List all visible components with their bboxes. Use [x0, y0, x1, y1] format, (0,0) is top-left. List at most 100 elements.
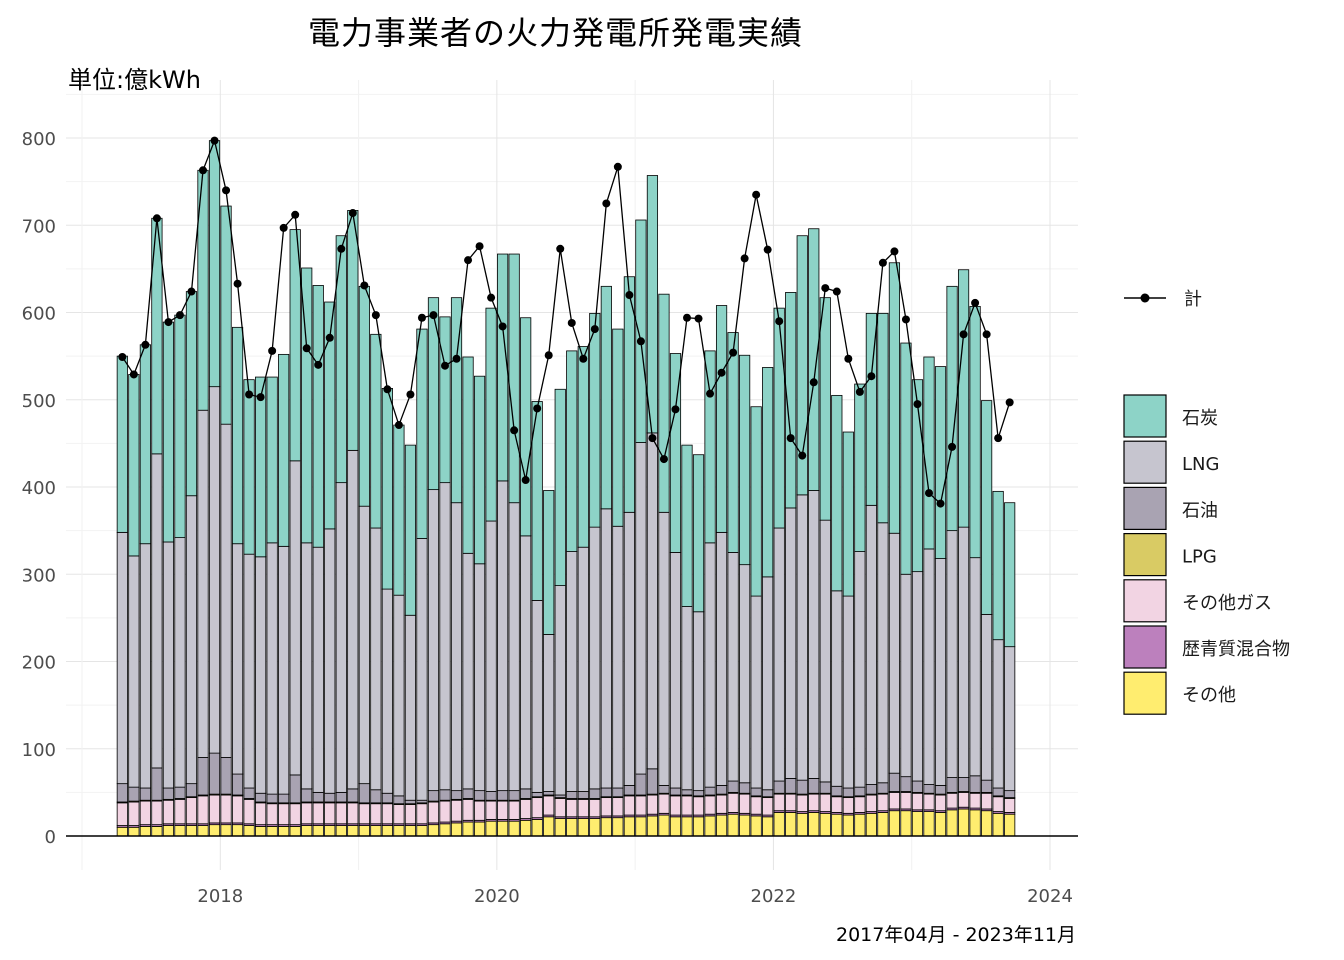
bar-segment [151, 800, 163, 826]
total-point [314, 360, 323, 369]
bar-segment [612, 817, 624, 837]
bar-segment [623, 784, 635, 796]
bar-segment [727, 552, 739, 782]
bar-segment [312, 825, 324, 837]
bar-segment [439, 316, 451, 484]
bar-segment [393, 804, 405, 825]
bar-segment [808, 778, 820, 794]
bar-segment [796, 794, 808, 812]
bar-segment [762, 367, 774, 578]
bar-segment [854, 786, 866, 797]
bar-segment [531, 797, 543, 819]
axes: 0 100 200 300 400 500 600 700 800 2018 2020 2022 202… [22, 129, 1078, 907]
bar-segment [243, 379, 255, 555]
bar-segment [404, 614, 417, 801]
bar-segment [681, 789, 693, 796]
legend-label: LPG [1182, 547, 1217, 568]
bar-segment [301, 542, 313, 790]
total-point [406, 390, 415, 399]
bar-segment [381, 388, 393, 590]
total-point [429, 311, 438, 320]
bar-segment [923, 356, 935, 550]
bar-segment [831, 813, 843, 837]
bar-segment [416, 538, 428, 801]
bar-segment [981, 613, 993, 781]
bar-segment [312, 285, 324, 548]
bar-segment [370, 789, 382, 804]
bar-segment [543, 816, 555, 837]
bar-segment [577, 791, 589, 799]
bar-segment [278, 803, 290, 826]
bar-segment [439, 789, 451, 801]
bar-segment [589, 526, 601, 790]
bar-segment [762, 816, 774, 837]
bar-segment [1004, 502, 1016, 648]
legend-label: 石炭 [1182, 408, 1218, 429]
bar-segment [301, 267, 313, 544]
bar-segment [381, 792, 393, 804]
bar-segment [566, 818, 578, 837]
bar-segment [785, 793, 797, 812]
bar-segment [370, 527, 382, 791]
bar-segment [162, 321, 175, 543]
bar-segment [715, 784, 728, 795]
bar-segment [854, 813, 866, 837]
bar-segment [785, 292, 797, 509]
bar-segment [312, 546, 324, 793]
total-point [752, 190, 761, 199]
bar-segment [715, 531, 728, 786]
bar-segment [750, 787, 762, 797]
bar-segment [739, 793, 751, 814]
bar-segment [324, 792, 336, 803]
bar-segment [854, 383, 866, 552]
bar-segment [865, 812, 877, 837]
bar-segment [473, 821, 486, 837]
bar-segment [347, 825, 359, 837]
bar-segment [473, 563, 486, 792]
bar-segment [427, 297, 440, 491]
bar-segment [750, 406, 762, 597]
legend-swatch [1123, 671, 1167, 715]
bar-segment [208, 386, 221, 754]
legend-swatch [1123, 532, 1167, 577]
total-point [394, 421, 403, 430]
bar-segment [231, 543, 244, 775]
bar-segment [439, 823, 451, 837]
chart-title: 電力事業者の火力発電所発電実績 [308, 14, 804, 52]
chart-subtitle: 単位:億kWh [68, 66, 201, 94]
bar-segment [981, 400, 993, 615]
bar-segment [957, 791, 970, 808]
x-tick-label: 2024 [1027, 886, 1073, 907]
bar-segment [358, 783, 370, 804]
bar-segment [669, 552, 682, 789]
bar-segment [635, 816, 647, 837]
bar-segment [612, 328, 624, 527]
bar-segment [923, 548, 935, 785]
bar-segment [231, 795, 244, 824]
bar-segment [162, 787, 175, 800]
bar-segment [289, 803, 301, 826]
bar-segment [692, 454, 705, 613]
bar-segment [934, 558, 947, 786]
bar-segment [520, 317, 532, 537]
x-tick-label: 2020 [474, 886, 520, 907]
bar-segment [370, 825, 382, 837]
bar-segment [865, 312, 877, 506]
bar-segment [646, 175, 659, 434]
bar-segment [600, 817, 612, 837]
bar-segment [335, 791, 347, 803]
bar-segment [692, 611, 705, 792]
bar-segment [934, 812, 947, 837]
bar-segment [831, 785, 843, 797]
bar-segment [911, 571, 924, 782]
total-point [118, 352, 127, 361]
bar-segment [946, 777, 958, 793]
bar-segment [116, 355, 128, 533]
total-point [775, 317, 784, 326]
bar-segment [888, 262, 901, 534]
bar-segment [946, 809, 958, 837]
bar-segment [946, 792, 958, 809]
bar-segment [623, 795, 635, 816]
bar-segment [911, 811, 924, 837]
